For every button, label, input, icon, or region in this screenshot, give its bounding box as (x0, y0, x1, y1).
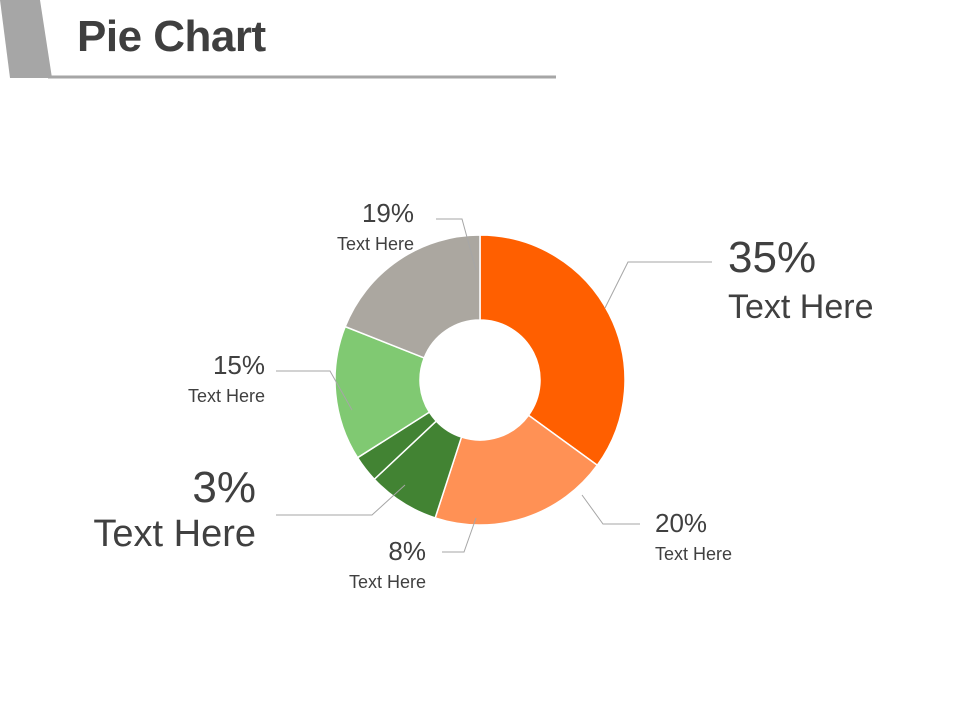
title-banner (0, 0, 556, 79)
leader-line (276, 484, 406, 516)
pie-slice (479, 234, 626, 467)
slice-text-label: Text Here (655, 544, 732, 564)
leader-line (442, 517, 477, 553)
pie-slice (434, 414, 599, 526)
slice-percent-label: 35% (728, 233, 816, 282)
slice-text-label: Text Here (188, 386, 265, 406)
leader-line (436, 218, 477, 271)
slice-percent-label: 20% (655, 508, 707, 538)
pie-slice (334, 325, 431, 459)
slice-percent-label: 3% (192, 463, 256, 512)
slice-text-label: Text Here (728, 288, 874, 326)
pie-slice (344, 234, 481, 359)
slice-text-label: Text Here (337, 234, 414, 254)
slice-percent-label: 15% (213, 350, 265, 380)
leader-line (604, 261, 712, 309)
slice-text-label: Text Here (349, 572, 426, 592)
title-accent-bar (0, 0, 52, 78)
leader-line (581, 494, 640, 525)
page-title: Pie Chart (77, 12, 266, 61)
slice-text-label: Text Here (93, 513, 256, 555)
leader-line (276, 370, 353, 411)
slice-percent-label: 8% (388, 536, 426, 566)
slice-percent-label: 19% (362, 198, 414, 228)
